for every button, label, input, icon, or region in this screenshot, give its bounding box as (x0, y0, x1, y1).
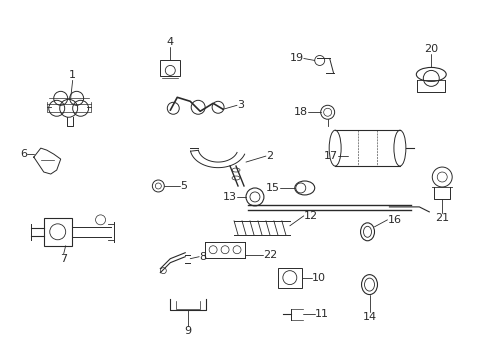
Text: 3: 3 (237, 100, 244, 110)
Bar (160, 60, 180, 76)
Text: 16: 16 (386, 215, 401, 225)
Bar (277, 268, 301, 288)
Text: 17: 17 (323, 151, 337, 161)
Text: 13: 13 (223, 192, 237, 202)
Text: 15: 15 (265, 183, 279, 193)
Text: 21: 21 (434, 213, 448, 223)
Text: 14: 14 (362, 312, 376, 323)
Text: 12: 12 (303, 211, 317, 221)
Text: 19: 19 (289, 54, 303, 63)
Text: 18: 18 (293, 107, 307, 117)
Text: 4: 4 (166, 36, 174, 46)
Text: 20: 20 (424, 45, 437, 54)
Text: 7: 7 (60, 254, 67, 264)
Text: 22: 22 (263, 250, 277, 260)
Text: 6: 6 (20, 149, 27, 159)
Text: 1: 1 (69, 71, 76, 80)
Text: 8: 8 (199, 252, 206, 262)
Text: 5: 5 (180, 181, 187, 191)
Bar (44, 218, 72, 246)
Text: 9: 9 (184, 327, 191, 337)
Text: 10: 10 (311, 273, 325, 283)
Text: 11: 11 (314, 310, 328, 319)
Text: 2: 2 (265, 151, 272, 161)
